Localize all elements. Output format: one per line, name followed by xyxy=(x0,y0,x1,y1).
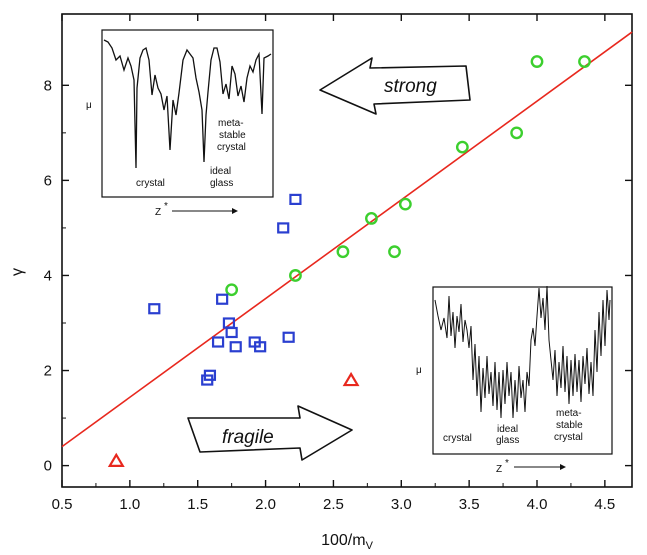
x-tick-label: 3.5 xyxy=(459,496,480,513)
strong-label: strong xyxy=(384,76,437,97)
data-point-square xyxy=(254,341,267,353)
inset-bottom-z: Z xyxy=(496,464,502,475)
x-tick-label: 1.0 xyxy=(119,496,140,513)
data-point-square xyxy=(289,193,302,205)
data-point-square xyxy=(203,369,217,381)
x-tick-label: 1.5 xyxy=(187,496,208,513)
data-point-triangle xyxy=(107,452,125,467)
data-point-square xyxy=(216,293,229,305)
inset-bottom: μ crystal ideal glass meta- stable cryst… xyxy=(416,285,613,475)
inset-bottom-ideal2: glass xyxy=(496,435,519,446)
data-point-circle xyxy=(388,245,401,259)
y-tick-label: 6 xyxy=(44,172,52,189)
data-point-circle xyxy=(225,283,239,297)
inset-top-crystal: crystal xyxy=(136,178,165,189)
inset-bottom-meta3: crystal xyxy=(554,432,583,443)
y-tick-label: 8 xyxy=(44,77,52,94)
inset-top-z: Z xyxy=(155,207,161,218)
inset-top-curve xyxy=(103,39,272,169)
data-point-square xyxy=(225,326,238,339)
inset-top-frame xyxy=(101,29,274,198)
data-point-circle xyxy=(289,269,302,282)
y-tick-label: 0 xyxy=(44,458,52,475)
fit-line xyxy=(61,31,633,448)
x-axis-title-main: 100/m xyxy=(321,532,365,549)
inset-bottom-frame xyxy=(432,286,613,455)
inset-bottom-mu: μ xyxy=(416,365,422,376)
fragile-arrow: fragile xyxy=(187,405,353,461)
data-point-circle xyxy=(336,245,350,259)
strong-arrow: strong xyxy=(319,57,471,115)
inset-bottom-meta1: meta- xyxy=(556,408,582,419)
x-tick-label: 4.5 xyxy=(594,496,615,513)
data-point-circle xyxy=(510,126,524,140)
data-point-square xyxy=(211,336,225,348)
inset-bottom-z-arrowhead xyxy=(560,464,566,470)
data-point-square xyxy=(148,303,161,315)
x-tick-label: 4.0 xyxy=(527,496,548,513)
y-tick-label: 4 xyxy=(44,267,52,284)
inset-top-meta3: crystal xyxy=(217,142,246,153)
x-tick-label: 2.5 xyxy=(323,496,344,513)
inset-top-mu: μ xyxy=(86,100,92,111)
inset-bottom-crystal: crystal xyxy=(443,433,472,444)
data-point-square xyxy=(277,222,290,234)
data-point-circle xyxy=(578,55,591,68)
fragile-label: fragile xyxy=(222,427,274,448)
fit-line-layer xyxy=(61,31,633,448)
inset-top-z-sup: * xyxy=(164,201,168,212)
inset-top-meta1: meta- xyxy=(218,118,244,129)
x-tick-label: 3.0 xyxy=(391,496,412,513)
data-point-circle xyxy=(530,55,544,68)
x-tick-label: 0.5 xyxy=(52,496,73,513)
inset-bottom-ideal1: ideal xyxy=(497,424,518,435)
y-tick-label: 2 xyxy=(44,363,52,380)
x-tick-label: 2.0 xyxy=(255,496,276,513)
inset-bottom-meta2: stable xyxy=(556,420,583,431)
axis-ticks: 0.5 1.0 1.5 2.0 2.5 3.0 3.5 4.0 4.5 0 2 4 6 8 xyxy=(44,14,632,513)
data-point-circle xyxy=(455,140,469,154)
inset-top-ideal2: glass xyxy=(210,178,233,189)
plot-frame xyxy=(61,13,633,488)
fragile-arrow-shape xyxy=(187,405,353,461)
data-point-square xyxy=(282,331,295,343)
inset-bottom-curve xyxy=(434,285,611,419)
inset-top-ideal1: ideal xyxy=(210,166,231,177)
x-axis-title-sub: V xyxy=(366,540,374,552)
inset-top-meta2: stable xyxy=(219,130,246,141)
x-axis-title: 100/mV xyxy=(321,532,373,552)
inset-top: μ crystal ideal glass meta- stable cryst… xyxy=(86,29,274,218)
data-point-square xyxy=(229,341,242,353)
data-points xyxy=(107,55,591,467)
inset-bottom-z-sup: * xyxy=(505,458,509,469)
data-point-circle xyxy=(398,197,412,211)
inset-top-z-arrowhead xyxy=(232,208,238,214)
data-point-triangle xyxy=(342,371,360,387)
strong-arrow-shape xyxy=(319,57,471,115)
data-point-circle xyxy=(365,212,378,225)
y-axis-title: γ xyxy=(9,268,26,276)
